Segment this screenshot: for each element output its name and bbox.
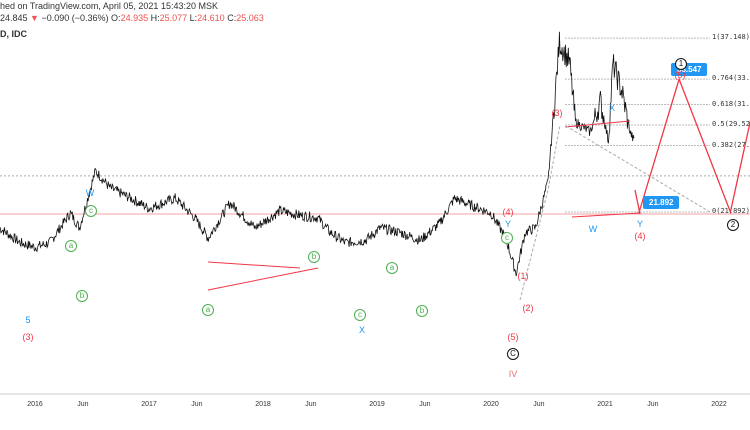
symbol: D, IDC	[0, 29, 27, 39]
x-tick-label: Jun	[305, 401, 317, 408]
high: 25.077	[159, 13, 188, 23]
x-tick-label: Jun	[647, 401, 659, 408]
fib-level-label: 0.382(27.720)	[712, 140, 750, 149]
diagonal-dashed-line	[565, 125, 711, 213]
chart-header: hed on TradingView.com, April 05, 2021 1…	[0, 0, 264, 40]
fib-level-label: 0.764(33.547)	[712, 74, 750, 83]
x-tick-label: Jun	[77, 401, 89, 408]
low: 24.610	[197, 13, 225, 23]
channel-upper-line	[564, 120, 631, 128]
x-tick-label: Jun	[419, 401, 431, 408]
fib-level-label: 1(37.148)	[712, 33, 750, 42]
open: 24.935	[120, 13, 149, 23]
wave-label-b3: b	[416, 305, 428, 317]
last-price: 24.845	[0, 13, 28, 23]
wave-dashed-line	[519, 124, 561, 301]
wave-label-3b: (3)	[551, 108, 563, 118]
wave-label-4b: (4)	[634, 231, 646, 241]
wave-label-W2: W	[588, 224, 598, 234]
projection-path	[634, 77, 750, 215]
wave-label-circle-2: 2	[727, 219, 739, 231]
wave-label-W: W	[85, 188, 95, 198]
x-tick-label: 2022	[711, 401, 727, 408]
price-series-line	[0, 31, 635, 277]
x-tick-label: 2019	[369, 401, 385, 408]
x-tick-label: 2017	[141, 401, 157, 408]
wave-label-X: X	[358, 325, 366, 335]
wave-label-Y: Y	[504, 219, 512, 229]
down-arrow-icon: ▼	[30, 13, 39, 23]
wave-label-c3: c	[501, 232, 513, 244]
wave-label-X2: X	[608, 103, 616, 113]
close: 25.063	[236, 13, 264, 23]
wave-label-5c: (5)	[674, 70, 686, 80]
wave-label-5b: (5)	[507, 332, 519, 342]
triangle-lower-line	[207, 267, 319, 291]
ohlc-line: 24.845 ▼ −0.090 (−0.36%) O:24.935 H:25.0…	[0, 13, 264, 23]
wave-label-a2: a	[202, 304, 214, 316]
wave-label-b: b	[76, 290, 88, 302]
wave-label-circle-1: 1	[675, 58, 687, 70]
x-tick-label: 2020	[483, 401, 499, 408]
price-tag-support: 21.892	[643, 196, 680, 209]
wave-label-4a: (4)	[502, 207, 514, 217]
fib-level-label: 0(21.892)	[712, 207, 750, 215]
change: −0.090 (−0.36%)	[41, 13, 109, 23]
x-tick-label: 2016	[27, 401, 43, 408]
wave-label-5: 5	[25, 315, 31, 325]
wave-label-C: C	[507, 348, 519, 360]
wave-label-IV: IV	[508, 369, 518, 379]
fib-level-label: 0.618(31.320)	[712, 99, 750, 108]
x-tick-label: Jun	[533, 401, 545, 408]
wave-label-2: (2)	[522, 303, 534, 313]
wave-label-1: (1)	[517, 271, 529, 281]
wave-label-c2: c	[354, 309, 366, 321]
published-line: hed on TradingView.com, April 05, 2021 1…	[0, 1, 218, 11]
x-tick-label: Jun	[191, 401, 203, 408]
wave-label-Y2: Y	[636, 219, 644, 229]
x-tick-label: 2018	[255, 401, 271, 408]
wave-label-a3: a	[386, 262, 398, 274]
wave-label-3: (3)	[22, 332, 34, 342]
channel-lower-line	[571, 212, 641, 218]
wave-label-a: a	[65, 240, 77, 252]
triangle-upper-line	[207, 261, 301, 269]
wave-label-b2: b	[308, 251, 320, 263]
x-tick-label: 2021	[597, 401, 613, 408]
fib-level-label: 0.5(29.520)	[712, 120, 750, 129]
wave-label-c: c	[85, 205, 97, 217]
